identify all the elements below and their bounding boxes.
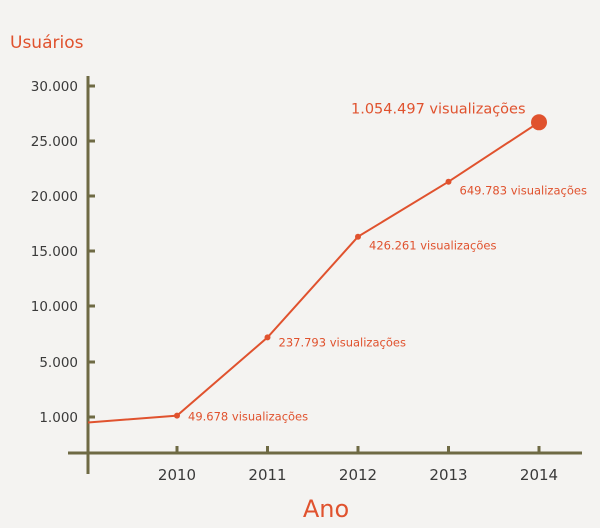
x-ticks: 2010 2011 2012 2013 2014 — [158, 446, 558, 484]
y-axis-title: Usuários — [10, 33, 84, 53]
y-tick-label: 15.000 — [31, 244, 78, 260]
x-tick-label: 2014 — [520, 466, 558, 484]
y-tick-label: 20.000 — [31, 189, 78, 205]
data-label-2010: 49.678 visualizações — [188, 410, 308, 424]
axes — [68, 76, 582, 474]
y-tick-label: 5.000 — [39, 355, 78, 371]
y-tick-label: 1.000 — [39, 410, 78, 426]
x-axis-title: Ano — [303, 495, 349, 523]
y-tick-label: 10.000 — [31, 299, 78, 315]
y-ticks: 30.000 25.000 20.000 15.000 10.000 5.000 1.000 — [31, 79, 95, 426]
data-point-2014 — [531, 114, 547, 131]
data-point-2013 — [445, 178, 452, 185]
data-labels: 49.678 visualizações 237.793 visualizaçõe… — [188, 101, 587, 423]
series-line — [87, 121, 540, 424]
y-tick-label: 30.000 — [31, 79, 78, 95]
data-label-2012: 426.261 visualizações — [369, 239, 496, 253]
x-tick-label: 2010 — [158, 466, 196, 484]
x-tick-label: 2012 — [339, 466, 377, 484]
data-point-2011 — [264, 334, 271, 341]
y-tick-label: 25.000 — [31, 134, 78, 150]
data-label-2011: 237.793 visualizações — [279, 335, 406, 349]
data-point-2012 — [355, 233, 361, 240]
data-label-2014: 1.054.497 visualizações — [351, 101, 526, 117]
x-tick-label: 2011 — [248, 466, 286, 484]
data-point-2010 — [174, 412, 180, 419]
data-label-2013: 649.783 visualizações — [460, 184, 587, 198]
data-points — [174, 114, 547, 419]
x-tick-label: 2013 — [429, 466, 467, 484]
